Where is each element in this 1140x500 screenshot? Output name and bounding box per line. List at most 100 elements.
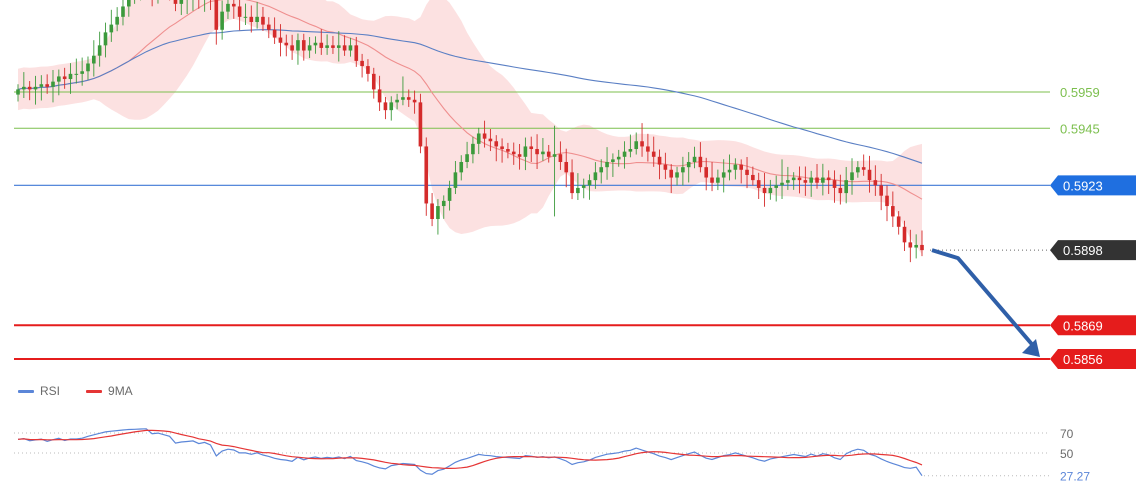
candle-body: [791, 177, 796, 181]
candle-body: [103, 32, 108, 46]
candle-body: [850, 172, 854, 181]
rsi-swatch: [18, 389, 34, 393]
candle-body: [127, 0, 131, 7]
candle-body: [896, 216, 901, 227]
candle-body: [920, 244, 924, 251]
candle-body: [62, 76, 67, 80]
candle-body: [745, 169, 749, 175]
candle-body: [681, 167, 685, 173]
candle-body: [231, 3, 236, 7]
rsi-9ma-line: [17, 429, 923, 470]
candle-body: [406, 97, 411, 100]
rsi-tick-50: 50: [1060, 447, 1074, 461]
candle-body: [809, 177, 813, 183]
candle-body: [838, 187, 843, 194]
candle-body: [616, 156, 621, 160]
candle-body: [51, 81, 55, 87]
rsi-line: [17, 428, 923, 477]
candle-body: [803, 180, 808, 183]
candle-body: [692, 156, 697, 162]
candle-body: [325, 45, 329, 48]
candle-body: [249, 16, 254, 23]
candle-body: [657, 156, 662, 165]
candle-body: [278, 37, 283, 43]
rsi-legend-label: RSI: [40, 384, 61, 398]
candle-body: [430, 203, 434, 220]
candle-body: [727, 169, 732, 173]
candle-body: [412, 99, 417, 103]
level-0-5898-tag: [1050, 240, 1136, 261]
candle-body: [698, 156, 703, 168]
candle-body: [226, 3, 230, 12]
candle-body: [739, 164, 744, 170]
price-tags: 0.5959 0.5945 0.5923 0.5898 0.5869 0.5856: [1050, 85, 1136, 369]
candle-body: [22, 86, 26, 90]
candle-body: [786, 180, 790, 183]
candle-body: [517, 154, 522, 157]
candle-body: [721, 172, 726, 178]
candle-body: [797, 177, 802, 181]
candle-body: [342, 45, 347, 51]
forecast-arrow: [931, 248, 1040, 357]
ma-swatch: [86, 389, 103, 393]
candle-body: [272, 29, 277, 38]
candle-body: [39, 84, 44, 87]
candle-body: [92, 55, 96, 64]
candle-body: [86, 63, 90, 72]
candle-body: [237, 6, 242, 17]
bollinger-band: [18, 0, 922, 255]
candle-body: [488, 138, 493, 142]
candle-body: [441, 200, 446, 207]
candle-body: [366, 66, 370, 74]
candle-body: [861, 167, 866, 170]
candle-body: [704, 167, 709, 178]
candle-body: [360, 60, 364, 67]
candle-body: [879, 185, 883, 196]
ma-legend-label: 9MA: [108, 384, 133, 398]
candle-body: [395, 99, 399, 103]
candle-body: [762, 187, 767, 194]
candle-body: [716, 177, 720, 183]
candle-body: [593, 172, 598, 181]
candle-body: [173, 0, 178, 4]
forecast-arrow-head: [1022, 339, 1040, 357]
level-0-5856-tag-label: 0.5856: [1063, 352, 1103, 367]
candle-body: [646, 146, 650, 152]
candle-body: [348, 45, 353, 51]
candle-body: [465, 154, 469, 162]
candle-body: [371, 73, 376, 90]
candle-body: [756, 180, 761, 188]
candle-body: [914, 244, 918, 248]
candle-body: [815, 177, 819, 183]
candle-body: [751, 174, 755, 181]
rsi-legend: RSI 9MA: [18, 384, 133, 398]
candle-body: [529, 146, 534, 150]
candle-body: [296, 40, 300, 51]
candle-body: [401, 97, 405, 100]
candle-body: [844, 180, 848, 194]
candle-body: [821, 177, 825, 183]
rsi-current-label: 27.27: [1060, 470, 1090, 484]
candle-body: [97, 45, 102, 56]
candle-body: [506, 149, 510, 152]
candle-body: [622, 151, 627, 157]
candle-body: [284, 42, 289, 46]
candle-body: [669, 169, 674, 178]
candle-body: [27, 86, 32, 90]
candle-body: [482, 133, 487, 139]
moving-averages: [17, 0, 923, 200]
candle-body: [587, 180, 592, 186]
candle-body: [313, 42, 318, 46]
candle-body: [686, 161, 691, 168]
rsi-tick-70: 70: [1060, 427, 1074, 441]
level-0-5959-label: 0.5959: [1060, 85, 1100, 100]
candle-body: [447, 187, 452, 201]
candle-body: [908, 242, 913, 248]
candle-body: [891, 206, 895, 217]
candle-body: [68, 73, 73, 80]
candle-body: [611, 159, 615, 162]
candle-body: [675, 172, 679, 178]
candle-body: [214, 0, 219, 30]
candle-body: [476, 133, 481, 144]
candlesticks: [16, 0, 924, 263]
